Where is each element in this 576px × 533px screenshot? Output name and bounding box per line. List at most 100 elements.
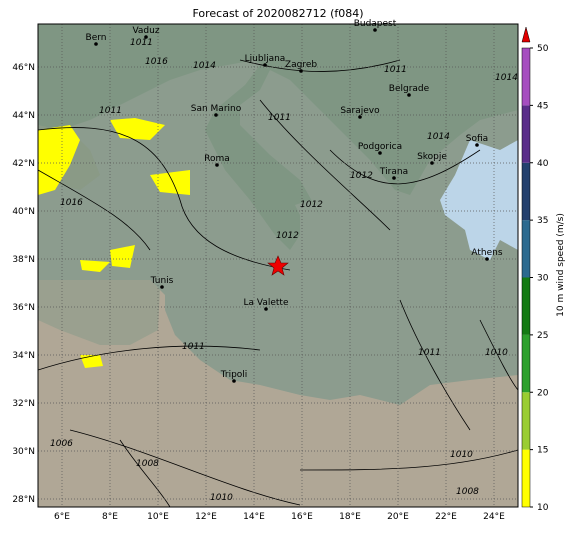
colorbar-tick-label: 40 (537, 159, 549, 169)
lat-label: 46°N (12, 63, 35, 73)
city-label: Sarajevo (340, 106, 380, 116)
lon-label: 22°E (435, 512, 457, 522)
lat-label: 44°N (12, 111, 35, 121)
colorbar-tick-label: 20 (537, 388, 549, 398)
map-frame (37, 23, 519, 508)
colorbar-tick-label: 25 (537, 331, 548, 341)
lat-label: 38°N (12, 255, 35, 265)
lon-label: 6°E (54, 512, 70, 522)
city-label: Tripoli (220, 370, 248, 380)
city-dot (485, 257, 489, 261)
colorbar-segment (522, 162, 530, 221)
city-dot (378, 151, 382, 155)
colorbar: 10 m wind speed (m/s) 10 15 20 25 30 35 40 45 50 (521, 26, 566, 513)
colorbar-tick-label: 45 (537, 101, 548, 111)
city-label: Vaduz (132, 26, 159, 36)
city-dot (299, 69, 303, 73)
city-label: Belgrade (389, 84, 430, 94)
city-dot (232, 379, 236, 383)
lat-label: 34°N (12, 351, 35, 361)
isobar-label: 1012 (276, 231, 299, 241)
isobar-lines (38, 59, 518, 507)
city-dot (430, 161, 434, 165)
city-dot (214, 113, 218, 117)
colorbar-segment (522, 277, 530, 335)
isobar-label: 1011 (418, 348, 441, 358)
lat-label: 36°N (12, 303, 35, 313)
colorbar-segment (522, 392, 530, 450)
city-label: San Marino (191, 104, 242, 114)
isobar-label: 1016 (145, 57, 168, 67)
isobar-label: 1014 (427, 132, 450, 142)
colorbar-tick-label: 10 (537, 503, 549, 513)
colorbar-segment (522, 449, 530, 507)
city-dot (264, 307, 268, 311)
wind-patches (38, 118, 190, 368)
city-label: Bern (86, 33, 107, 43)
colorbar-tick-label: 15 (537, 446, 548, 456)
city-dot (94, 42, 98, 46)
isobar-label: 1006 (50, 439, 73, 449)
isobar-label: 1011 (268, 113, 291, 123)
lat-label: 30°N (12, 447, 35, 457)
lon-label: 10°E (147, 512, 169, 522)
colorbar-segment (522, 105, 530, 163)
lat-label: 40°N (12, 207, 35, 217)
corsica-sardinia (130, 172, 150, 215)
city-label: Zagreb (285, 60, 317, 70)
isobar-label: 1012 (350, 171, 373, 181)
city-dot (392, 176, 396, 180)
city-dot (373, 28, 377, 32)
isobar-label: 1008 (136, 459, 159, 469)
land-algeria (38, 280, 160, 345)
city-label: La Valette (244, 298, 289, 308)
colorbar-segment (522, 334, 530, 393)
city-label: Roma (204, 154, 230, 164)
isobar-label: 1012 (300, 200, 323, 210)
city-dot (263, 63, 267, 67)
isobar-labels: 1011 1016 1014 1011 1014 1011 1016 1012 … (50, 38, 518, 503)
land-north (38, 24, 518, 250)
colorbar-tick-label: 30 (537, 274, 549, 284)
isobar-label: 1011 (182, 342, 205, 352)
isobar-label: 1011 (130, 38, 153, 48)
colorbar-extend (521, 26, 531, 43)
colorbar-label: 10 m wind speed (m/s) (556, 213, 566, 317)
isobar-label: 1011 (384, 65, 407, 75)
isobar-label: 1011 (99, 106, 122, 116)
city-label: Podgorica (358, 142, 402, 152)
lat-label: 28°N (12, 495, 35, 505)
isobar-label: 1010 (450, 450, 473, 460)
city-label: Athens (471, 248, 502, 258)
lon-label: 18°E (339, 512, 361, 522)
colorbar-segment (522, 220, 530, 278)
title: Forecast of 2020082712 (f084) (192, 7, 363, 20)
axes: 6°E 8°E 10°E 12°E 14°E 16°E 18°E 20°E 22°E 24°E 28… (12, 63, 505, 522)
isobar-label: 1014 (193, 61, 216, 71)
isobar-label: 1010 (485, 348, 508, 358)
colorbar-tick-label: 35 (537, 216, 548, 226)
city-dot (407, 93, 411, 97)
colorbar-tick-label: 50 (537, 44, 549, 54)
city-label: Sofia (466, 134, 488, 144)
city-dot (358, 115, 362, 119)
city-dot (475, 143, 479, 147)
isobar-label: 1016 (60, 198, 83, 208)
city-label: Tirana (379, 167, 408, 177)
isobar-label: 1010 (210, 493, 233, 503)
event-star (267, 255, 289, 276)
lon-label: 14°E (243, 512, 265, 522)
city-label: Budapest (354, 19, 397, 29)
lon-label: 16°E (291, 512, 313, 522)
isobar-label: 1008 (456, 487, 479, 497)
isobar-label: 1014 (495, 73, 518, 83)
colorbar-segment (522, 48, 530, 106)
city-label: Tunis (150, 276, 174, 286)
city-dot (160, 285, 164, 289)
city-dot (144, 35, 148, 39)
lon-label: 12°E (195, 512, 217, 522)
lon-label: 8°E (102, 512, 118, 522)
lat-label: 32°N (12, 399, 35, 409)
lon-label: 24°E (483, 512, 505, 522)
